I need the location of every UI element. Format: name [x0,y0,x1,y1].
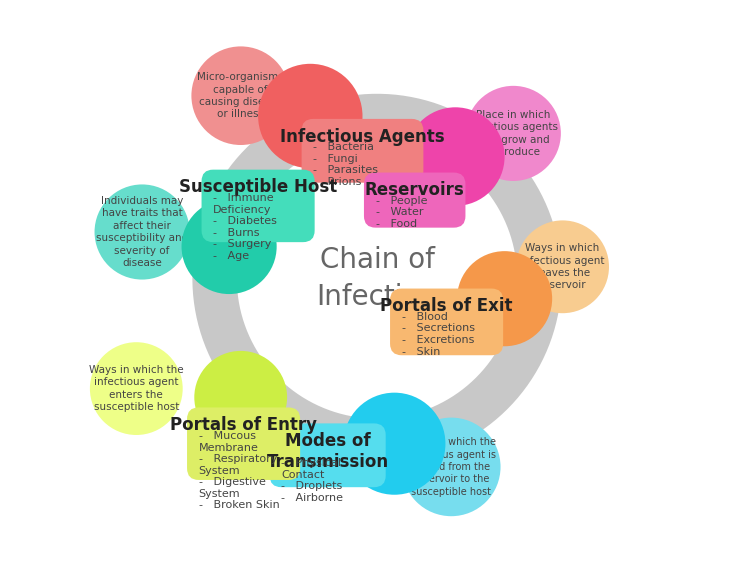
Circle shape [195,351,287,444]
Text: -   Digestive
System: - Digestive System [198,477,265,499]
FancyBboxPatch shape [390,289,503,355]
Text: -   Parasites: - Parasites [313,165,379,175]
Circle shape [90,342,182,435]
Text: -   Immune
Deficiency: - Immune Deficiency [213,193,274,215]
Text: -   Secretions: - Secretions [402,324,475,334]
Text: -   Age: - Age [213,251,250,261]
Text: Ways in which
infectious agent
leaves the
reservoir: Ways in which infectious agent leaves th… [520,243,605,291]
Text: -   Physical
Contact: - Physical Contact [281,458,342,480]
Text: -   Burns: - Burns [213,228,259,238]
Circle shape [192,46,290,145]
Text: -   Fungi: - Fungi [313,154,358,164]
Text: -   Respiratory
System: - Respiratory System [198,454,277,476]
Circle shape [182,199,277,294]
Circle shape [343,393,446,495]
FancyBboxPatch shape [364,173,465,227]
Circle shape [258,64,363,168]
Text: Modes of
Transmission: Modes of Transmission [267,432,389,471]
Circle shape [457,251,552,346]
Circle shape [402,418,501,516]
Text: Chain of
Infection: Chain of Infection [317,246,437,311]
Text: Place in which
infectious agents
live, grow and
reproduce: Place in which infectious agents live, g… [468,110,558,157]
FancyBboxPatch shape [270,423,386,487]
Text: -   Droplets: - Droplets [281,481,342,491]
FancyBboxPatch shape [187,407,300,480]
Text: -   Mucous
Membrane: - Mucous Membrane [198,430,259,452]
Text: Ways in which the
infectious agent is
spread from the
reservoir to the
susceptib: Ways in which the infectious agent is sp… [406,437,496,496]
Text: -   Bacteria: - Bacteria [313,142,374,152]
Text: -   Airborne: - Airborne [281,493,343,503]
Text: -   Prions: - Prions [313,177,362,187]
Text: Susceptible Host: Susceptible Host [179,179,337,197]
Text: -   Diabetes: - Diabetes [213,216,277,226]
Text: Individuals may
have traits that
affect their
susceptibility and
severity of
dis: Individuals may have traits that affect … [96,196,188,268]
Text: -   Broken Skin: - Broken Skin [198,500,280,510]
Text: -   Food: - Food [375,219,417,229]
FancyBboxPatch shape [302,119,424,183]
Text: Portals of Entry: Portals of Entry [170,416,317,434]
Circle shape [406,107,504,206]
Text: -   People: - People [375,196,427,206]
Text: -   Blood: - Blood [402,312,448,322]
Text: Infectious Agents: Infectious Agents [280,128,445,146]
Text: -   Excretions: - Excretions [402,335,474,345]
Circle shape [516,220,609,313]
Text: Ways in which the
infectious agent
enters the
susceptible host: Ways in which the infectious agent enter… [89,365,184,412]
Circle shape [94,184,190,280]
Text: Reservoirs: Reservoirs [365,181,464,200]
Circle shape [466,86,561,181]
FancyBboxPatch shape [201,169,314,242]
Text: -   Skin: - Skin [402,347,440,357]
Text: -   Surgery: - Surgery [213,240,271,249]
Text: Portals of Exit: Portals of Exit [380,297,513,316]
Text: Micro-organisms
capable of
causing disease
or illness: Micro-organisms capable of causing disea… [198,72,284,119]
Text: -   Water: - Water [375,208,423,218]
